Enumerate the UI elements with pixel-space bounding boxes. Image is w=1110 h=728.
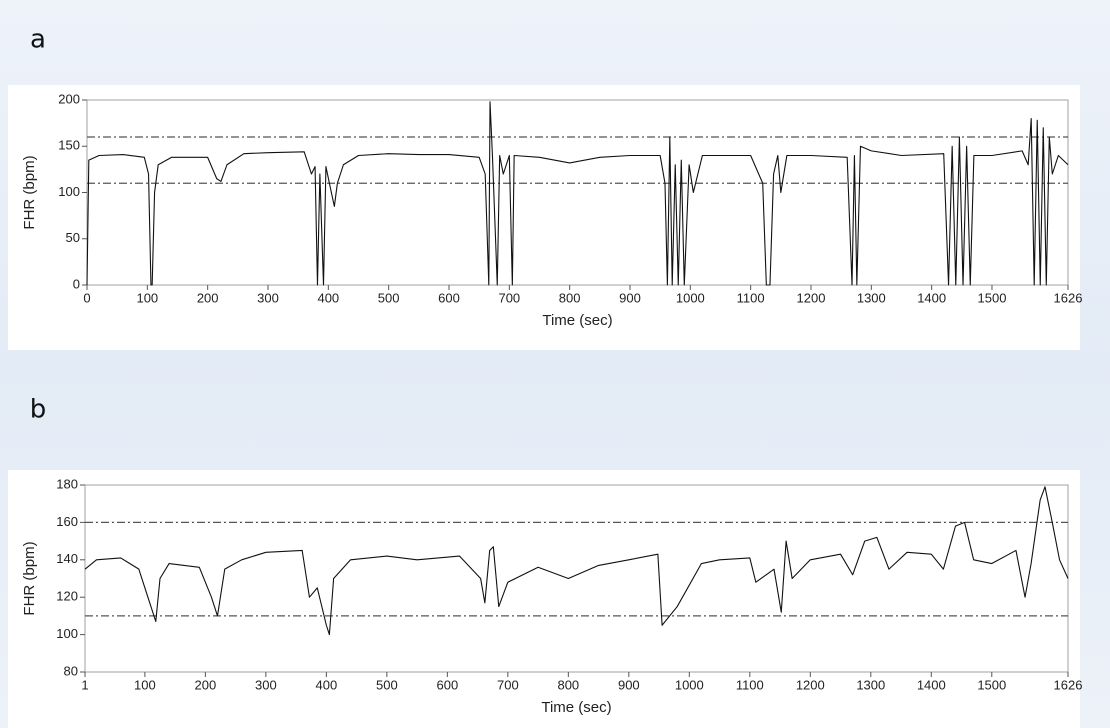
y-tick-label: 150	[58, 138, 80, 153]
x-tick-label: 1300	[857, 290, 886, 305]
y-tick-label: 140	[56, 551, 78, 566]
x-tick-label: 100	[136, 290, 158, 305]
x-tick-label: 900	[618, 677, 640, 692]
x-tick-label: 600	[438, 290, 460, 305]
x-tick-label: 1200	[797, 290, 826, 305]
y-tick-label: 120	[56, 589, 78, 604]
x-tick-label: 1000	[675, 677, 704, 692]
y-tick-label: 0	[73, 276, 80, 291]
x-tick-label: 1500	[977, 677, 1006, 692]
fhr-line	[84, 486, 1069, 636]
x-tick-label: 300	[257, 290, 279, 305]
chart-panel	[8, 470, 1080, 728]
x-tick-label: 600	[436, 677, 458, 692]
x-tick-label: 1626	[1054, 677, 1083, 692]
x-tick-label: 1000	[676, 290, 705, 305]
x-tick-label: 500	[378, 290, 400, 305]
x-tick-label: 200	[197, 290, 219, 305]
x-tick-label: 0	[83, 290, 90, 305]
x-tick-label: 900	[619, 290, 641, 305]
x-tick-label: 700	[498, 290, 520, 305]
y-tick-label: 50	[66, 230, 80, 245]
x-tick-label: 300	[255, 677, 277, 692]
x-tick-label: 700	[497, 677, 519, 692]
y-tick-label: 180	[56, 476, 78, 491]
y-axis-title: FHR (bpm)	[21, 155, 38, 229]
x-tick-label: 800	[557, 677, 579, 692]
y-tick-label: 200	[58, 91, 80, 106]
x-tick-label: 1200	[796, 677, 825, 692]
x-tick-label: 1400	[917, 677, 946, 692]
x-tick-label: 1500	[978, 290, 1007, 305]
x-tick-label: 200	[195, 677, 217, 692]
x-tick-label: 1300	[856, 677, 885, 692]
x-tick-label: 400	[317, 290, 339, 305]
x-tick-label: 1400	[917, 290, 946, 305]
y-tick-label: 100	[58, 184, 80, 199]
x-tick-label: 1100	[736, 677, 764, 692]
x-tick-label: 1100	[737, 290, 765, 305]
y-tick-label: 100	[56, 626, 78, 641]
y-axis-title: FHR (bpm)	[21, 541, 38, 615]
x-tick-label: 800	[559, 290, 581, 305]
x-axis-title: Time (sec)	[542, 312, 612, 329]
y-tick-label: 160	[56, 514, 78, 529]
x-tick-label: 400	[316, 677, 338, 692]
panel-label: b	[30, 395, 47, 425]
x-tick-label: 1626	[1054, 290, 1083, 305]
panel-label: a	[30, 25, 46, 55]
x-tick-label: 100	[134, 677, 156, 692]
y-tick-label: 80	[64, 663, 78, 678]
x-axis-title: Time (sec)	[541, 699, 611, 716]
chart-panel	[8, 85, 1080, 350]
fhr-line	[86, 101, 1069, 286]
chart: a 0 50 100 150 200 0 100 200 300 400 500 600 700 800 90…	[8, 25, 1083, 350]
x-tick-label: 1	[81, 677, 88, 692]
x-tick-label: 500	[376, 677, 398, 692]
